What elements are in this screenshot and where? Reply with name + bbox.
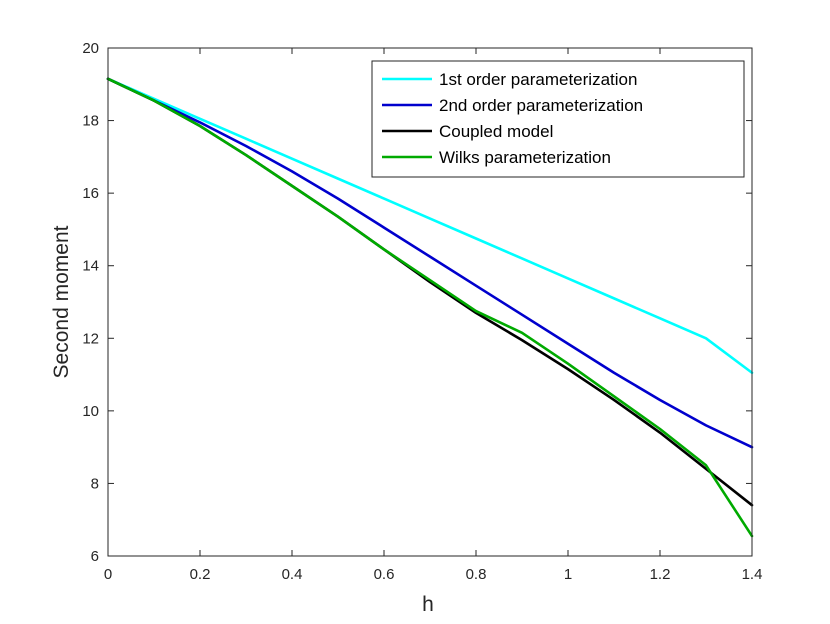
- series-line-1: [106, 77, 754, 375]
- y-tick-label: 20: [82, 40, 99, 57]
- legend: 1st order parameterization 2nd order para…: [371, 60, 745, 178]
- x-tick-label: 0.2: [190, 566, 211, 583]
- y-tick-label: 14: [82, 258, 99, 275]
- y-tick-label: 12: [82, 330, 99, 347]
- x-axis-label: h: [422, 593, 434, 616]
- y-tick-label: 18: [82, 113, 99, 130]
- axes-box: [107, 47, 753, 557]
- y-axis-label: Second moment: [50, 225, 73, 378]
- x-tick-label: 1: [564, 566, 572, 583]
- axes: 0 0.2 0.4 0.6 0.8 1 1.2 1.4 6 8 10 12 14 16 18 20: [82, 40, 762, 583]
- y-tick-label: 6: [91, 548, 99, 565]
- series-line-2: [106, 77, 754, 449]
- x-tick-label: 0: [104, 566, 112, 583]
- x-tick-label: 1.4: [742, 566, 763, 583]
- legend-label-2: 2nd order parameterization: [439, 96, 643, 115]
- y-tick-label: 8: [91, 475, 99, 492]
- series-line-4: [106, 77, 754, 538]
- plot-area: [106, 77, 754, 538]
- x-tick-label: 0.4: [282, 566, 303, 583]
- legend-label-1: 1st order parameterization: [439, 70, 637, 89]
- x-tick-label: 0.8: [466, 566, 487, 583]
- x-tick-label: 0.6: [374, 566, 395, 583]
- x-tick-label: 1.2: [650, 566, 671, 583]
- legend-label-3: Coupled model: [439, 122, 553, 141]
- legend-box: [371, 60, 745, 178]
- legend-label-4: Wilks parameterization: [439, 148, 611, 167]
- y-tick-label: 10: [82, 403, 99, 420]
- y-tick-label: 16: [82, 185, 99, 202]
